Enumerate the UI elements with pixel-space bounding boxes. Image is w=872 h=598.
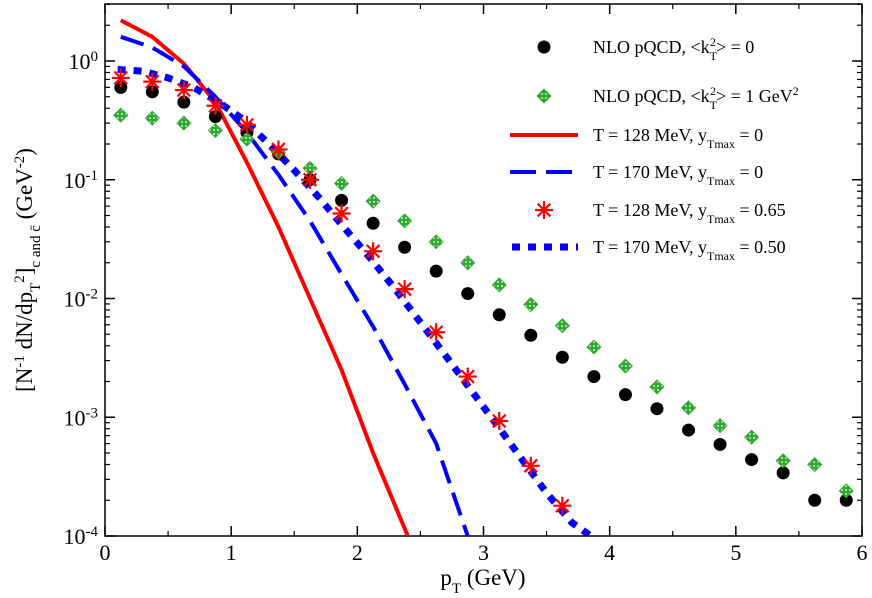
series-5-point	[143, 72, 162, 91]
series-2-point	[649, 379, 665, 395]
series-5-point	[111, 68, 130, 87]
series-2-point	[554, 318, 570, 334]
x-tick-label: 5	[730, 540, 741, 565]
series-2-point	[586, 339, 602, 355]
series-5-point	[395, 280, 414, 299]
series-1-point	[366, 216, 380, 230]
series-2-point	[807, 456, 823, 473]
series-layer	[111, 18, 854, 536]
legend-label-4: T = 170 MeV, yTmax = 0	[593, 162, 763, 188]
y-tick-label: 100	[69, 49, 99, 74]
series-5-point	[269, 140, 288, 159]
x-tick-label: 0	[100, 540, 111, 565]
y-tick-label: 10-2	[64, 287, 99, 312]
series-1-point	[682, 423, 696, 437]
series-3-line	[119, 18, 410, 536]
series-1-point	[745, 453, 759, 467]
x-tick-label: 6	[857, 540, 868, 565]
series-1-point	[808, 493, 822, 507]
series-2-point	[333, 175, 350, 192]
series-2-point	[712, 418, 728, 434]
series-2-point	[680, 400, 697, 416]
series-2-point	[617, 358, 634, 374]
series-5-point	[553, 496, 572, 515]
series-5-point	[301, 170, 320, 189]
series-2-point	[838, 483, 854, 499]
series-2-point	[365, 193, 381, 209]
series-1-point	[650, 402, 664, 416]
series-2-point	[113, 107, 129, 123]
series-1-point	[713, 437, 727, 451]
series-5-point	[332, 204, 351, 223]
series-2-point	[460, 255, 476, 271]
legend-symbol-5	[535, 201, 553, 219]
legend: NLO pQCD, <kT2> = 0 NLO pQCD, <kT2> = 1 G…	[510, 35, 799, 263]
series-5-point	[206, 96, 225, 115]
y-tick-label: 10-3	[64, 405, 99, 430]
series-2-point	[744, 429, 760, 445]
series-2-point	[397, 213, 413, 229]
series-2-point	[775, 453, 791, 469]
series-1-point	[776, 466, 790, 480]
series-4	[120, 34, 470, 536]
axis-ticks: 0 1 2 3 4 5 6 10-4 10-3 10-2 10-1 100	[64, 3, 868, 565]
series-2-point	[176, 115, 192, 131]
series-1-point	[492, 308, 506, 322]
x-tick-label: 1	[226, 540, 237, 565]
legend-label-2: NLO pQCD, <kT2> = 1 GeV2	[593, 84, 799, 112]
series-1-point	[555, 350, 569, 364]
series-2-point	[239, 131, 255, 147]
series-5-point	[427, 323, 446, 342]
legend-label-6: T = 170 MeV, yTmax = 0.50	[593, 237, 786, 263]
series-5	[111, 68, 572, 515]
series-6-line	[117, 65, 593, 536]
y-tick-label: 10-1	[64, 168, 99, 193]
series-5-point	[237, 115, 256, 134]
series-1-point	[839, 493, 853, 507]
series-5-point	[174, 80, 193, 99]
series-1-point	[618, 388, 632, 402]
series-3	[119, 18, 410, 536]
series-1-point	[114, 80, 128, 94]
y-tick-label: 10-4	[64, 524, 99, 549]
series-1-point	[587, 370, 601, 384]
y-axis-label: [N-1 dN/dpT2]c and c̄ (GeV-2)	[12, 148, 44, 392]
series-1-point	[145, 85, 159, 99]
series-1-point	[335, 193, 349, 207]
x-axis-label: pT (GeV)	[440, 565, 525, 597]
x-tick-label: 3	[478, 540, 489, 565]
series-1-point	[177, 95, 191, 109]
legend-label-5: T = 128 MeV, yTmax = 0.65	[593, 200, 786, 226]
legend-symbol-2	[536, 88, 552, 104]
legend-label-1: NLO pQCD, <kT2> = 0	[593, 35, 754, 63]
series-1-point	[398, 240, 412, 254]
legend-label-3: T = 128 MeV, yTmax = 0	[593, 125, 763, 151]
series-2-point	[491, 277, 507, 293]
series-2-point	[144, 110, 160, 126]
series-2-point	[523, 296, 539, 313]
series-2-point	[207, 122, 223, 139]
series-1-point	[208, 110, 222, 124]
series-2-point	[428, 234, 444, 250]
x-tick-label: 4	[604, 540, 615, 565]
series-4-line	[120, 34, 470, 536]
series-1-point	[429, 264, 443, 278]
series-5-point	[364, 242, 383, 261]
legend-symbol-1	[537, 40, 551, 54]
series-1-point	[524, 328, 538, 342]
series-5-point	[521, 456, 540, 475]
x-tick-label: 2	[352, 540, 363, 565]
series-1-point	[461, 287, 475, 301]
series-6	[117, 65, 593, 536]
series-5-point	[490, 411, 509, 430]
series-5-point	[458, 367, 477, 386]
